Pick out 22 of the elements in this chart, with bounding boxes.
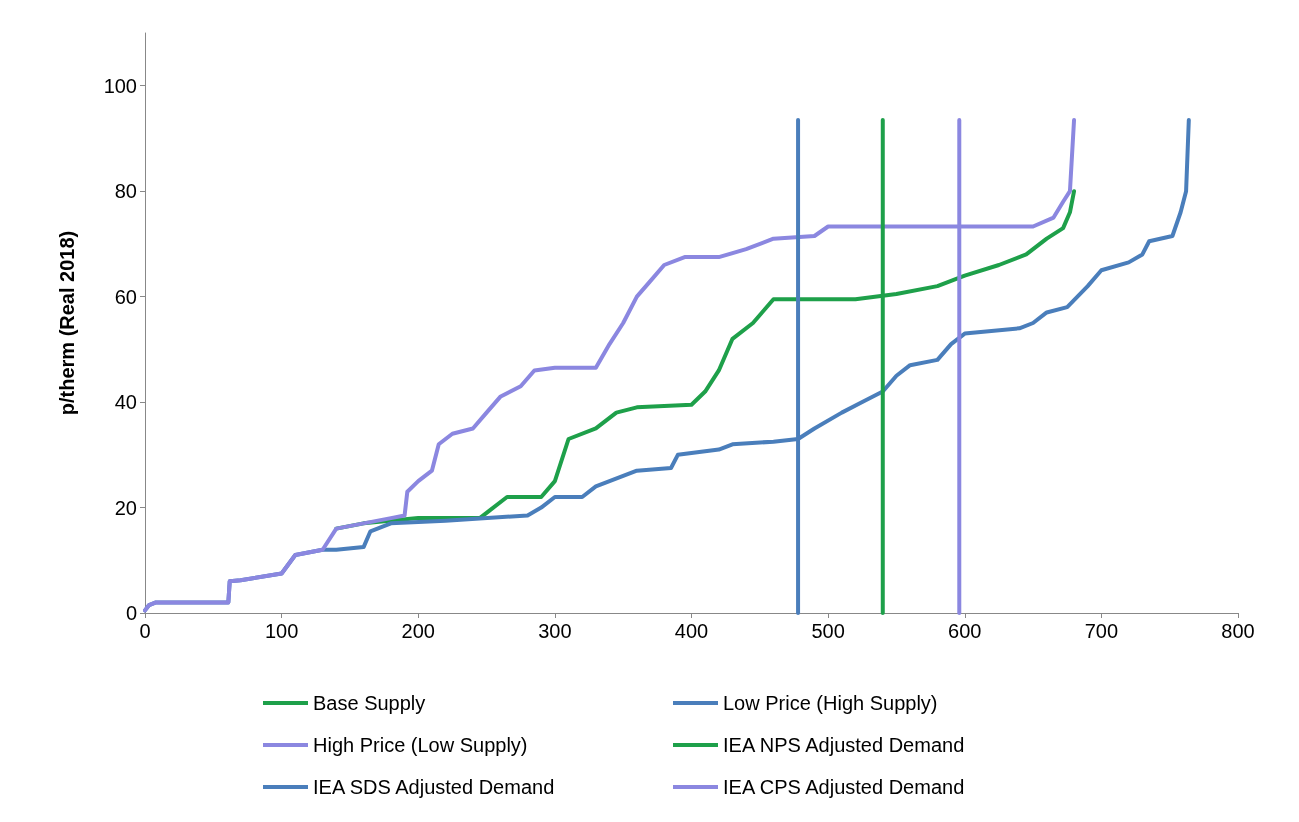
y-tick-label: 20	[114, 496, 137, 519]
x-tick-label: 800	[1221, 620, 1255, 642]
legend-label: IEA CPS Adjusted Demand	[723, 776, 965, 798]
legend-label: Low Price (High Supply)	[723, 692, 938, 714]
y-tick-label: 100	[103, 74, 137, 97]
x-tick-label: 500	[811, 620, 845, 642]
y-axis-title: p/therm (Real 2018)	[56, 230, 78, 416]
x-tick-label: 200	[401, 620, 435, 642]
x-tick-label: 300	[538, 620, 572, 642]
x-tick-label: 600	[948, 620, 982, 642]
y-tick-label: 40	[114, 391, 137, 414]
y-tick-label: 0	[125, 602, 137, 624]
legend-label: IEA SDS Adjusted Demand	[313, 776, 555, 798]
x-tick-label: 400	[674, 620, 709, 642]
x-tick-label: 700	[1084, 620, 1119, 642]
y-tick-label: 60	[114, 285, 137, 308]
y-tick-label: 80	[114, 180, 137, 203]
legend-label: Base Supply	[313, 692, 426, 714]
legend-label: High Price (Low Supply)	[313, 734, 528, 756]
x-tick-label: 0	[139, 620, 151, 642]
legend-label: IEA NPS Adjusted Demand	[723, 734, 965, 756]
x-tick-label: 100	[264, 620, 299, 642]
